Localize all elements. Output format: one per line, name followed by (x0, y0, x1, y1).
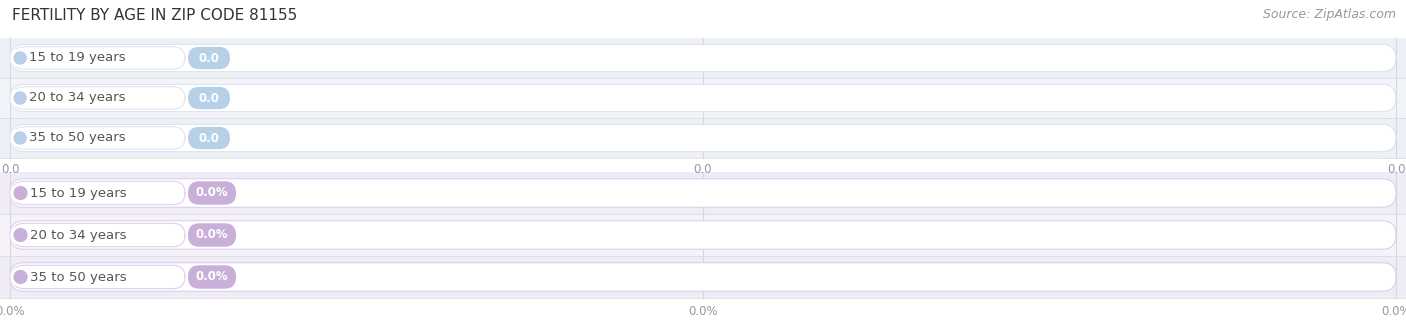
Ellipse shape (13, 50, 28, 66)
FancyBboxPatch shape (188, 87, 231, 109)
Text: 0.0: 0.0 (198, 91, 219, 105)
FancyBboxPatch shape (13, 223, 186, 247)
FancyBboxPatch shape (10, 45, 1396, 72)
Text: 0.0%: 0.0% (688, 305, 718, 318)
FancyBboxPatch shape (10, 124, 1396, 151)
FancyBboxPatch shape (10, 84, 1396, 112)
Ellipse shape (13, 130, 28, 146)
FancyBboxPatch shape (0, 172, 1406, 214)
FancyBboxPatch shape (188, 47, 231, 69)
Text: 35 to 50 years: 35 to 50 years (31, 271, 127, 283)
Text: 15 to 19 years: 15 to 19 years (30, 51, 127, 64)
Text: 0.0%: 0.0% (195, 228, 228, 242)
Ellipse shape (13, 90, 28, 106)
Text: 0.0: 0.0 (1386, 163, 1405, 176)
Text: 0.0%: 0.0% (0, 305, 25, 318)
FancyBboxPatch shape (0, 78, 1406, 118)
FancyBboxPatch shape (13, 181, 186, 205)
FancyBboxPatch shape (188, 223, 236, 247)
Text: 35 to 50 years: 35 to 50 years (30, 131, 127, 145)
Text: 0.0%: 0.0% (195, 271, 228, 283)
FancyBboxPatch shape (0, 118, 1406, 158)
FancyBboxPatch shape (0, 38, 1406, 78)
Text: 0.0: 0.0 (693, 163, 713, 176)
Text: FERTILITY BY AGE IN ZIP CODE 81155: FERTILITY BY AGE IN ZIP CODE 81155 (13, 8, 297, 23)
FancyBboxPatch shape (13, 265, 186, 289)
FancyBboxPatch shape (13, 87, 186, 109)
FancyBboxPatch shape (13, 127, 186, 149)
FancyBboxPatch shape (0, 214, 1406, 256)
FancyBboxPatch shape (13, 47, 186, 69)
Text: 0.0: 0.0 (1, 163, 20, 176)
Ellipse shape (13, 184, 30, 202)
Text: 15 to 19 years: 15 to 19 years (31, 186, 127, 200)
Text: 0.0%: 0.0% (1381, 305, 1406, 318)
FancyBboxPatch shape (10, 221, 1396, 249)
Text: 20 to 34 years: 20 to 34 years (30, 91, 127, 105)
Ellipse shape (13, 226, 30, 244)
Text: 0.0%: 0.0% (195, 186, 228, 200)
FancyBboxPatch shape (188, 265, 236, 289)
FancyBboxPatch shape (188, 127, 231, 149)
Text: 20 to 34 years: 20 to 34 years (31, 228, 127, 242)
FancyBboxPatch shape (0, 256, 1406, 298)
FancyBboxPatch shape (188, 181, 236, 205)
FancyBboxPatch shape (10, 263, 1396, 291)
Text: 0.0: 0.0 (198, 51, 219, 64)
FancyBboxPatch shape (10, 179, 1396, 207)
Ellipse shape (13, 269, 30, 285)
Text: Source: ZipAtlas.com: Source: ZipAtlas.com (1263, 8, 1396, 21)
Text: 0.0: 0.0 (198, 131, 219, 145)
